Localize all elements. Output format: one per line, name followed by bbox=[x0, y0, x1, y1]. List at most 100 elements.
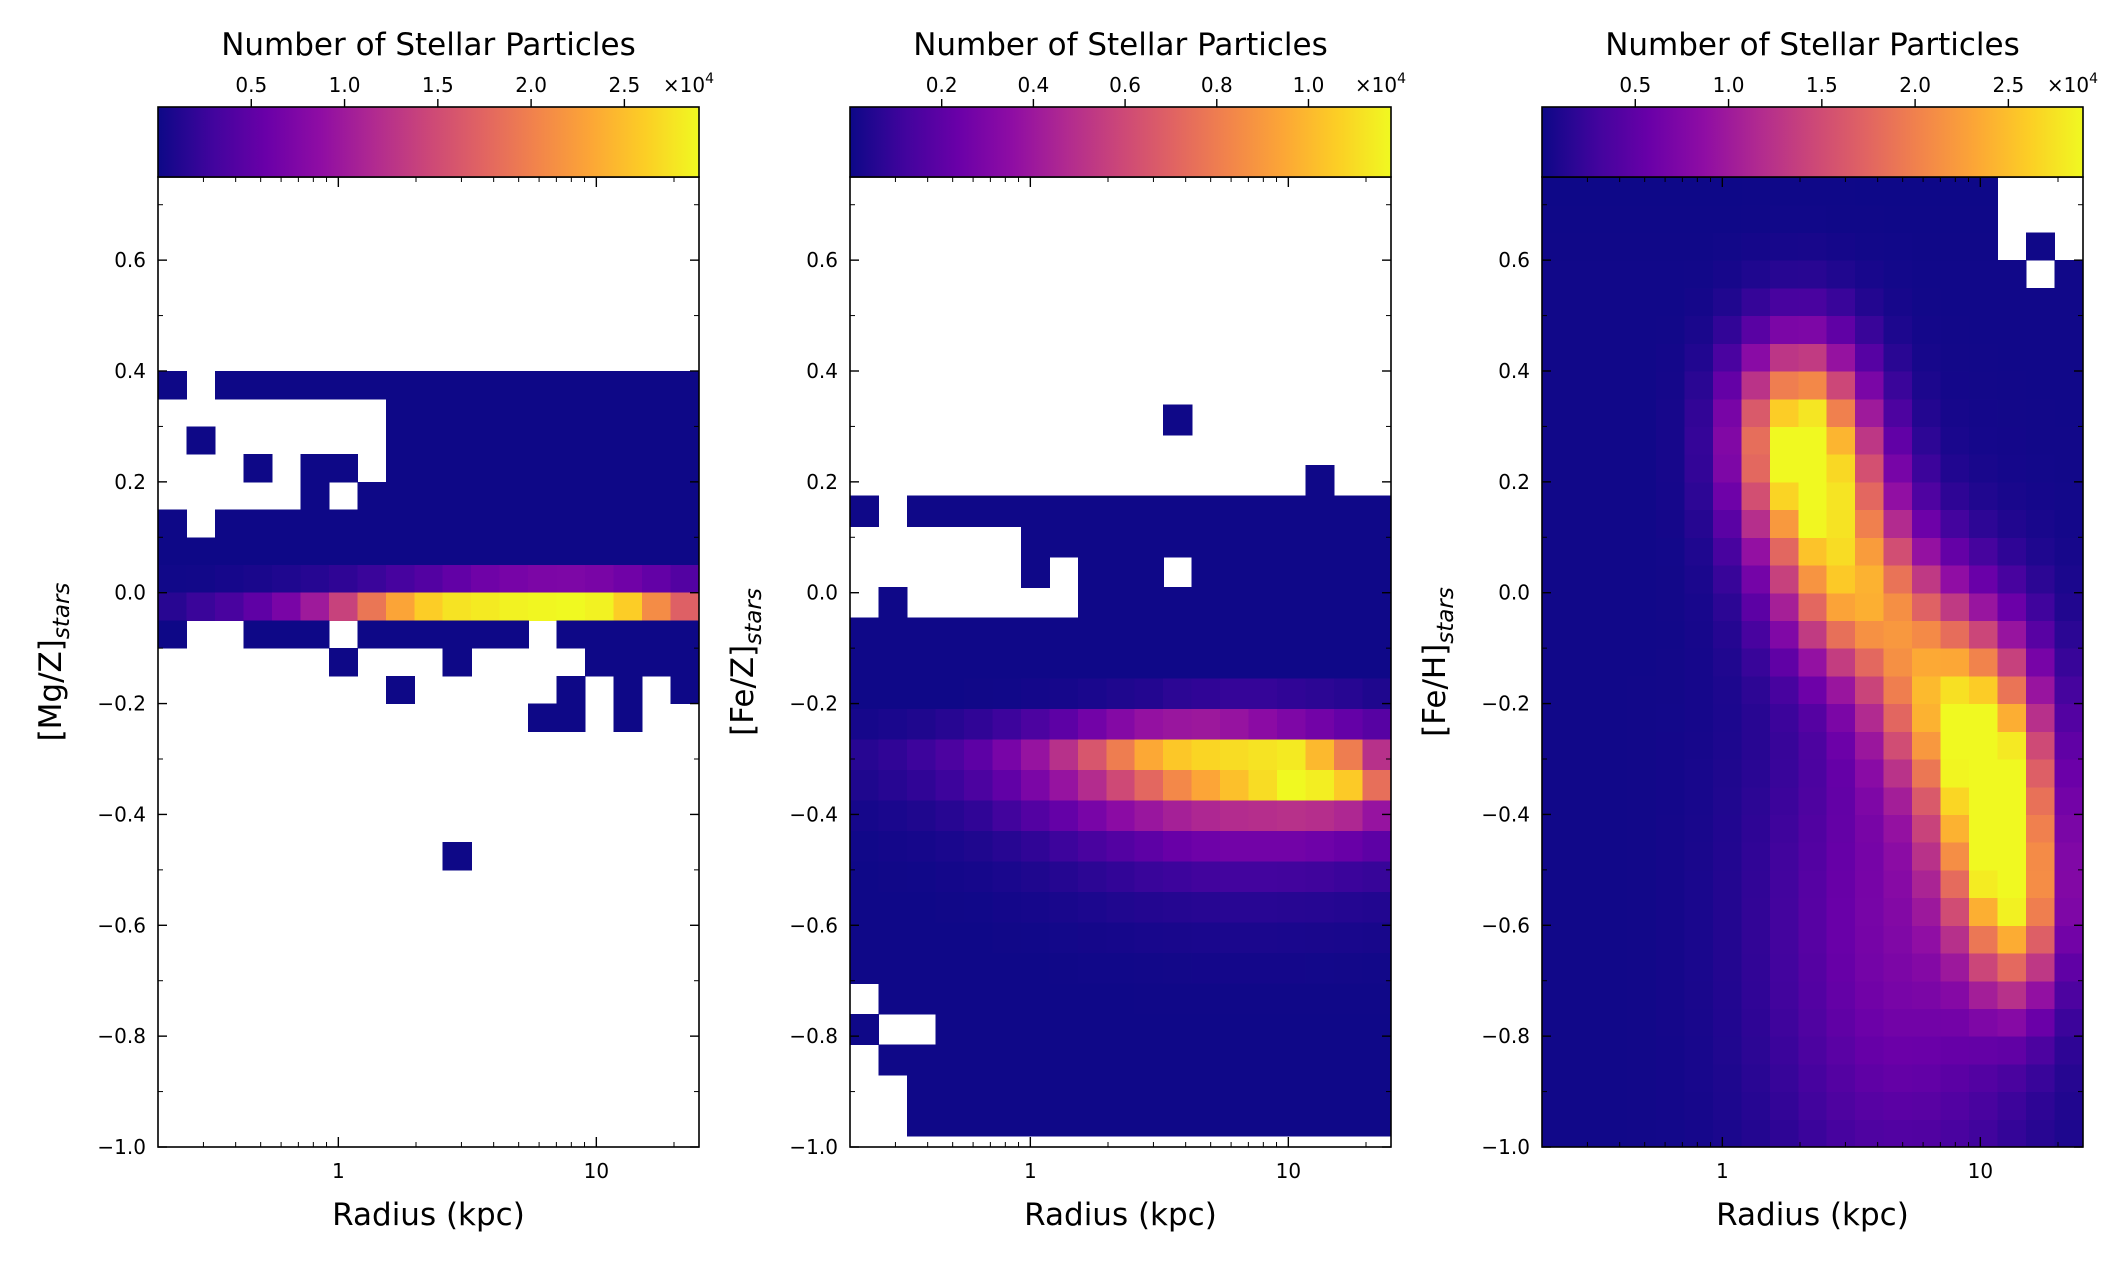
heatmap-cell bbox=[357, 565, 387, 594]
heatmap-cell bbox=[935, 678, 965, 710]
heatmap-cell bbox=[1712, 953, 1742, 982]
heatmap-cell bbox=[556, 620, 586, 649]
heatmap-cell bbox=[2026, 980, 2056, 1010]
colorbar-bar bbox=[849, 106, 1392, 178]
heatmap-cell bbox=[1049, 983, 1079, 1015]
heatmap-cell bbox=[1798, 842, 1828, 871]
heatmap-cell bbox=[906, 709, 937, 741]
heatmap-cell bbox=[1655, 315, 1685, 344]
heatmap-cell bbox=[2054, 953, 2084, 982]
heatmap-cell bbox=[1334, 1044, 1364, 1076]
heatmap-cell bbox=[1741, 897, 1771, 926]
heatmap-cell bbox=[556, 509, 586, 538]
heatmap-cell bbox=[1598, 232, 1629, 261]
heatmap-cell bbox=[1077, 800, 1107, 832]
heatmap-cell bbox=[1655, 592, 1685, 622]
heatmap-cell bbox=[1163, 1105, 1193, 1137]
heatmap-cell bbox=[1220, 739, 1250, 771]
heatmap-cell bbox=[1769, 953, 1799, 982]
heatmap-cell bbox=[2026, 842, 2056, 871]
heatmap-cell bbox=[878, 922, 908, 954]
heatmap-cell bbox=[357, 371, 387, 400]
heatmap-cell bbox=[1134, 831, 1164, 863]
heatmap-cell bbox=[878, 709, 908, 741]
heatmap-cell bbox=[1826, 287, 1856, 317]
panel-3: −1.0 −0.8 −0.6 −0.4 −0.2 0.0 0.2 0.4 0.6 1 10 Radiu… bbox=[1417, 27, 2098, 1233]
heatmap-cell bbox=[1855, 398, 1885, 428]
y-tick-label: −0.2 bbox=[1481, 692, 1530, 716]
heatmap-cell bbox=[414, 537, 444, 566]
heatmap-cell bbox=[585, 648, 615, 677]
heatmap-cell bbox=[186, 426, 216, 455]
heatmap-cell bbox=[1598, 731, 1629, 760]
heatmap-cell bbox=[1106, 1044, 1136, 1076]
heatmap-cell bbox=[1334, 556, 1364, 588]
heatmap-cell bbox=[585, 565, 615, 594]
heatmap-cell bbox=[1077, 922, 1107, 954]
heatmap-cell bbox=[1997, 731, 2027, 760]
heatmap-cell bbox=[1741, 509, 1771, 538]
heatmap-cell bbox=[963, 892, 993, 924]
heatmap-cell bbox=[1940, 1091, 1970, 1120]
heatmap-cell bbox=[963, 648, 993, 680]
x-tick-label: 1 bbox=[1024, 1159, 1037, 1183]
heatmap-cell bbox=[1912, 953, 1942, 982]
heatmap-cell bbox=[963, 1044, 993, 1076]
y-tick-label: −1.0 bbox=[789, 1135, 838, 1159]
heatmap-cell bbox=[2054, 1119, 2084, 1148]
heatmap-cell bbox=[1883, 953, 1913, 982]
heatmap-cell bbox=[1305, 617, 1335, 649]
heatmap-cell bbox=[1627, 703, 1657, 732]
heatmap-cell bbox=[935, 770, 965, 802]
x-axis-label: Radius (kpc) bbox=[332, 1197, 525, 1233]
heatmap-cell bbox=[1912, 204, 1942, 234]
heatmap-cell bbox=[1077, 709, 1107, 741]
heatmap-cell bbox=[1134, 770, 1164, 802]
heatmap-cell bbox=[1191, 648, 1221, 680]
heatmap-cell bbox=[1769, 177, 1799, 206]
heatmap-cell bbox=[1627, 398, 1657, 428]
heatmap-cell bbox=[1362, 892, 1392, 924]
heatmap-cell bbox=[1712, 177, 1742, 206]
heatmap-cell bbox=[1570, 620, 1600, 649]
heatmap-cell bbox=[1912, 814, 1942, 843]
heatmap-cell bbox=[1997, 398, 2027, 428]
heatmap-cell bbox=[1883, 287, 1913, 317]
heatmap-cell bbox=[1542, 481, 1572, 511]
colorbar-tick-label: 0.5 bbox=[1619, 73, 1651, 97]
heatmap-cell bbox=[1362, 556, 1392, 588]
heatmap-cell bbox=[1191, 1074, 1221, 1107]
heatmap-cell bbox=[1627, 869, 1657, 899]
heatmap-cell bbox=[499, 537, 529, 566]
heatmap-cell bbox=[1570, 1063, 1600, 1093]
heatmap-cell bbox=[1883, 509, 1913, 538]
colorbar-offset-base: ×10 bbox=[2047, 73, 2089, 97]
heatmap-cell bbox=[1305, 648, 1335, 680]
heatmap-cell bbox=[1305, 1074, 1335, 1107]
heatmap-cell bbox=[385, 537, 415, 566]
heatmap-cell bbox=[1077, 678, 1107, 710]
heatmap-cell bbox=[1134, 739, 1164, 771]
heatmap-cell bbox=[1741, 814, 1771, 843]
heatmap-cell bbox=[670, 565, 700, 594]
y-tick-label: −1.0 bbox=[97, 1135, 146, 1159]
heatmap-cell bbox=[2054, 731, 2084, 760]
heatmap-cell bbox=[1627, 371, 1657, 400]
heatmap-cell bbox=[1598, 343, 1629, 372]
heatmap-cell bbox=[1883, 1119, 1913, 1148]
heatmap-cell bbox=[1163, 922, 1193, 954]
heatmap-cell bbox=[1826, 454, 1856, 483]
heatmap-cell bbox=[271, 620, 301, 649]
heatmap-cell bbox=[992, 892, 1022, 924]
heatmap-cell bbox=[357, 481, 387, 511]
heatmap-cell bbox=[1277, 861, 1307, 893]
heatmap-cell bbox=[1997, 925, 2027, 954]
heatmap-cell bbox=[1684, 869, 1714, 899]
heatmap-cell bbox=[992, 617, 1022, 649]
heatmap-cell bbox=[1912, 426, 1942, 455]
heatmap-cell bbox=[1598, 814, 1629, 843]
heatmap-cell bbox=[1997, 481, 2027, 511]
heatmap-cell bbox=[1769, 204, 1799, 234]
heatmap-cell bbox=[1248, 831, 1278, 863]
heatmap-cell bbox=[1997, 565, 2027, 594]
